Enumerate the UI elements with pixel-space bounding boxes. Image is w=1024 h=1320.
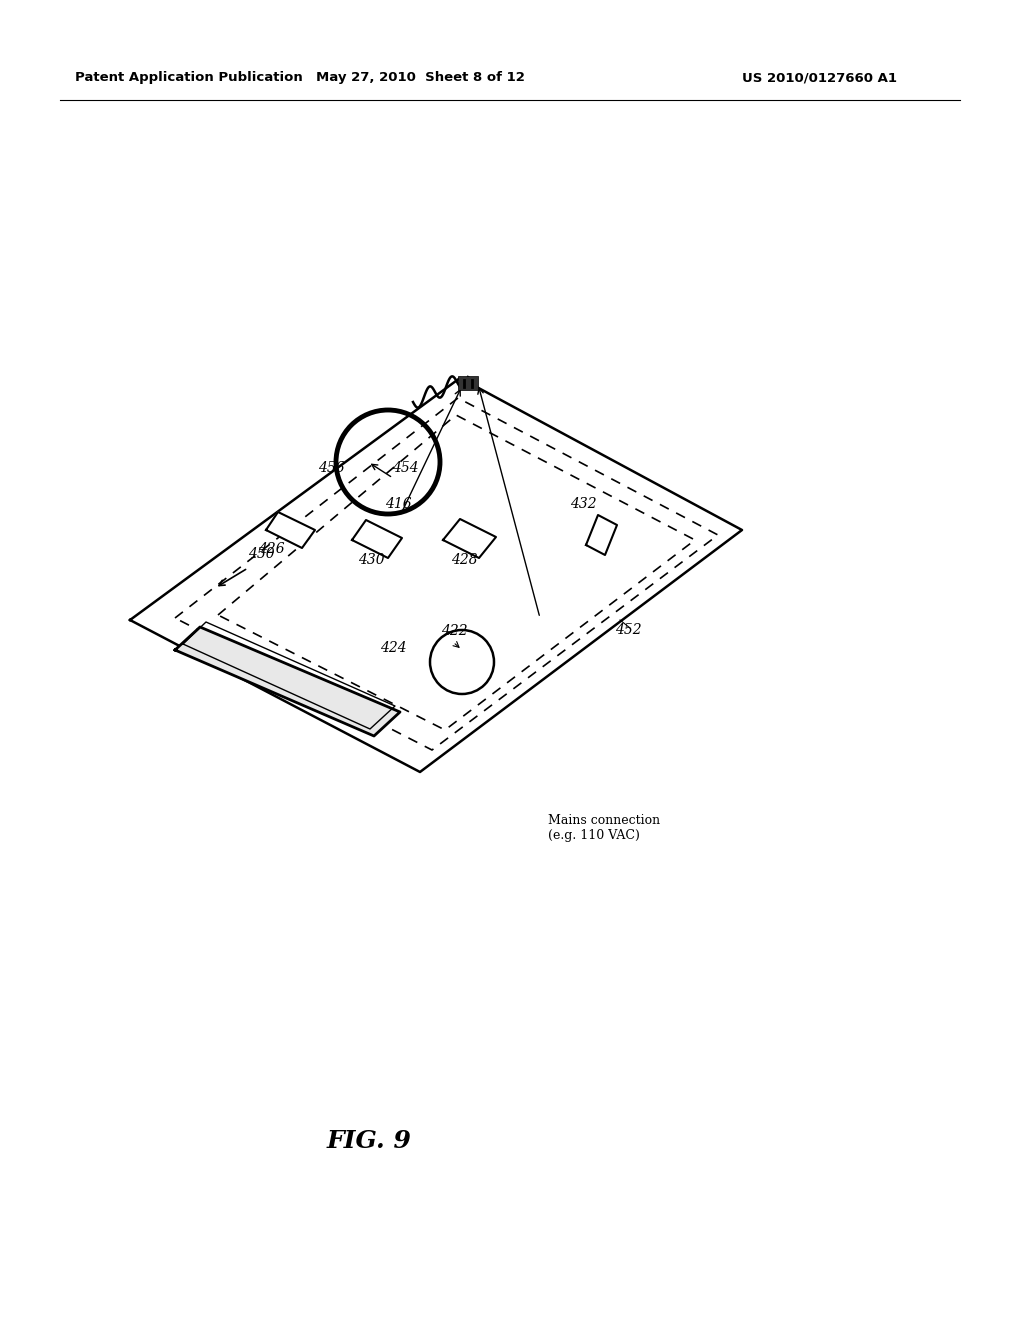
Text: Patent Application Publication: Patent Application Publication bbox=[75, 71, 303, 84]
Text: 432: 432 bbox=[570, 498, 597, 511]
Polygon shape bbox=[443, 519, 496, 558]
Text: May 27, 2010  Sheet 8 of 12: May 27, 2010 Sheet 8 of 12 bbox=[315, 71, 524, 84]
Text: 454: 454 bbox=[392, 461, 419, 475]
Text: 416: 416 bbox=[385, 498, 412, 511]
Text: 428: 428 bbox=[451, 553, 477, 568]
Text: 450: 450 bbox=[248, 546, 274, 561]
Text: US 2010/0127660 A1: US 2010/0127660 A1 bbox=[742, 71, 897, 84]
Text: 456: 456 bbox=[318, 461, 345, 475]
Text: 424: 424 bbox=[380, 642, 407, 655]
Text: 430: 430 bbox=[358, 553, 385, 568]
Text: 426: 426 bbox=[258, 543, 285, 556]
Polygon shape bbox=[352, 520, 402, 558]
Text: 452: 452 bbox=[615, 623, 642, 638]
Text: Mains connection
(e.g. 110 VAC): Mains connection (e.g. 110 VAC) bbox=[548, 814, 659, 842]
Polygon shape bbox=[586, 515, 617, 554]
Text: FIG. 9: FIG. 9 bbox=[327, 1129, 411, 1152]
Bar bbox=[458, 376, 478, 389]
Polygon shape bbox=[266, 512, 315, 548]
Polygon shape bbox=[175, 627, 400, 737]
Text: 422: 422 bbox=[441, 624, 468, 638]
